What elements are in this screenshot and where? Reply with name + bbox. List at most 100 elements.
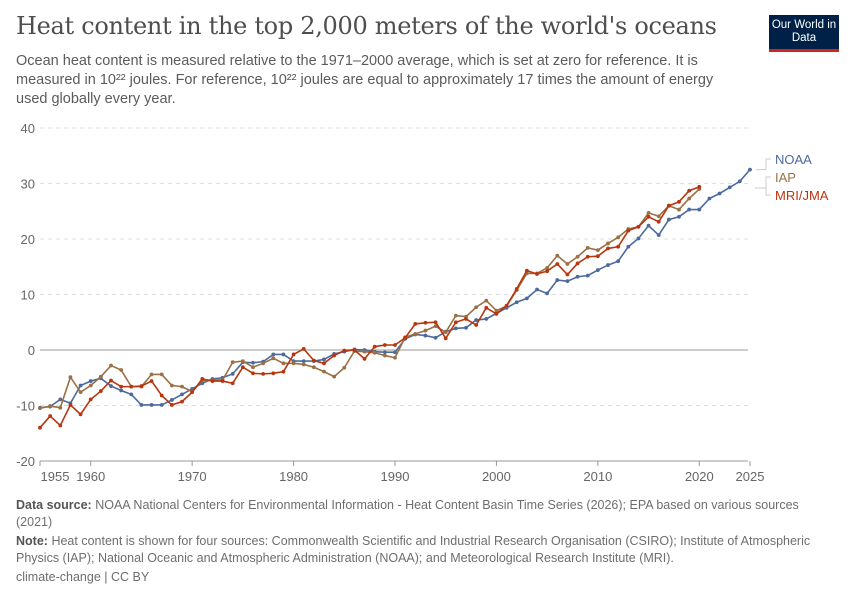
data-point [362, 349, 367, 354]
data-point [301, 359, 306, 363]
data-point [281, 352, 286, 357]
data-point [423, 333, 428, 338]
data-point [88, 379, 93, 383]
data-point [311, 365, 316, 370]
data-point [159, 393, 164, 398]
data-point [595, 248, 600, 253]
data-point [88, 397, 93, 402]
data-point [382, 350, 387, 355]
data-point [677, 207, 681, 212]
data-point [555, 262, 560, 266]
data-point [687, 207, 692, 212]
data-point [210, 379, 215, 383]
data-point [291, 352, 296, 357]
data-point [494, 312, 499, 316]
data-point [332, 353, 337, 358]
data-point [697, 184, 702, 189]
data-point [484, 298, 489, 303]
data-point [687, 188, 692, 193]
owid-logo[interactable]: Our World in Data [769, 15, 839, 52]
data-point [220, 379, 225, 383]
data-point [109, 363, 113, 368]
data-point [524, 296, 529, 301]
y-tick-label: 10 [21, 288, 35, 303]
data-point [646, 214, 651, 219]
data-point [504, 303, 509, 308]
license[interactable]: climate-change | CC BY [16, 570, 150, 584]
data-point [190, 390, 195, 395]
data-point [464, 317, 468, 321]
data-point [78, 390, 83, 395]
data-point [575, 254, 580, 259]
data-point [78, 383, 83, 388]
legend-connector [755, 187, 771, 196]
data-point [372, 344, 377, 349]
series-line-iap [39, 188, 700, 410]
data-point [646, 211, 651, 215]
data-point [484, 317, 489, 321]
data-point [251, 360, 255, 365]
y-tick-label: -10 [16, 399, 35, 414]
data-point [606, 246, 610, 251]
data-point [159, 403, 164, 407]
data-point [545, 291, 550, 296]
data-point [727, 185, 732, 190]
data-point [595, 268, 600, 272]
data-point [169, 383, 174, 388]
source-text[interactable]: NOAA National Centers for Environmental … [16, 498, 799, 529]
data-point [342, 365, 347, 370]
data-point [453, 326, 458, 331]
data-point [180, 399, 184, 404]
data-point [656, 233, 661, 238]
y-tick-label: 30 [21, 177, 35, 192]
data-point [109, 384, 113, 388]
data-point [565, 279, 570, 284]
data-point [382, 353, 387, 358]
data-point [433, 335, 438, 340]
data-point [251, 371, 255, 376]
data-point [291, 361, 296, 366]
data-point [88, 383, 93, 388]
x-tick-label: 1960 [76, 469, 105, 484]
legend-label: MRI/JMA [775, 188, 829, 203]
data-point [545, 269, 550, 274]
data-point [48, 414, 53, 418]
chart-title: Heat content in the top 2,000 meters of … [16, 12, 717, 40]
data-point [403, 335, 408, 340]
data-point [697, 207, 702, 212]
data-point [372, 350, 377, 355]
data-point [707, 196, 712, 201]
data-point [585, 273, 590, 278]
data-point [555, 253, 560, 258]
data-point [717, 191, 722, 196]
data-point [443, 330, 448, 335]
data-point [109, 378, 113, 383]
data-point [545, 265, 550, 270]
legend-label: NOAA [775, 152, 812, 167]
data-point [656, 219, 661, 224]
data-point [616, 259, 621, 264]
source-label: Data source: [16, 498, 92, 512]
data-point [68, 403, 73, 407]
data-point [393, 343, 397, 347]
data-point [240, 365, 245, 370]
data-point [687, 196, 692, 201]
data-point [281, 361, 286, 366]
legend-connector [755, 176, 771, 189]
data-point [514, 300, 519, 305]
data-point [119, 388, 124, 393]
data-point [149, 403, 154, 407]
data-point [98, 389, 103, 393]
data-point [474, 323, 479, 327]
y-tick-label: 40 [21, 121, 35, 136]
data-point [565, 272, 570, 277]
data-point [453, 313, 458, 318]
data-point [322, 357, 326, 362]
data-point [301, 362, 306, 367]
data-point [240, 359, 245, 363]
x-tick-label: 2010 [583, 469, 612, 484]
data-point [68, 375, 73, 380]
note-label: Note: [16, 534, 48, 548]
data-point [575, 261, 580, 266]
